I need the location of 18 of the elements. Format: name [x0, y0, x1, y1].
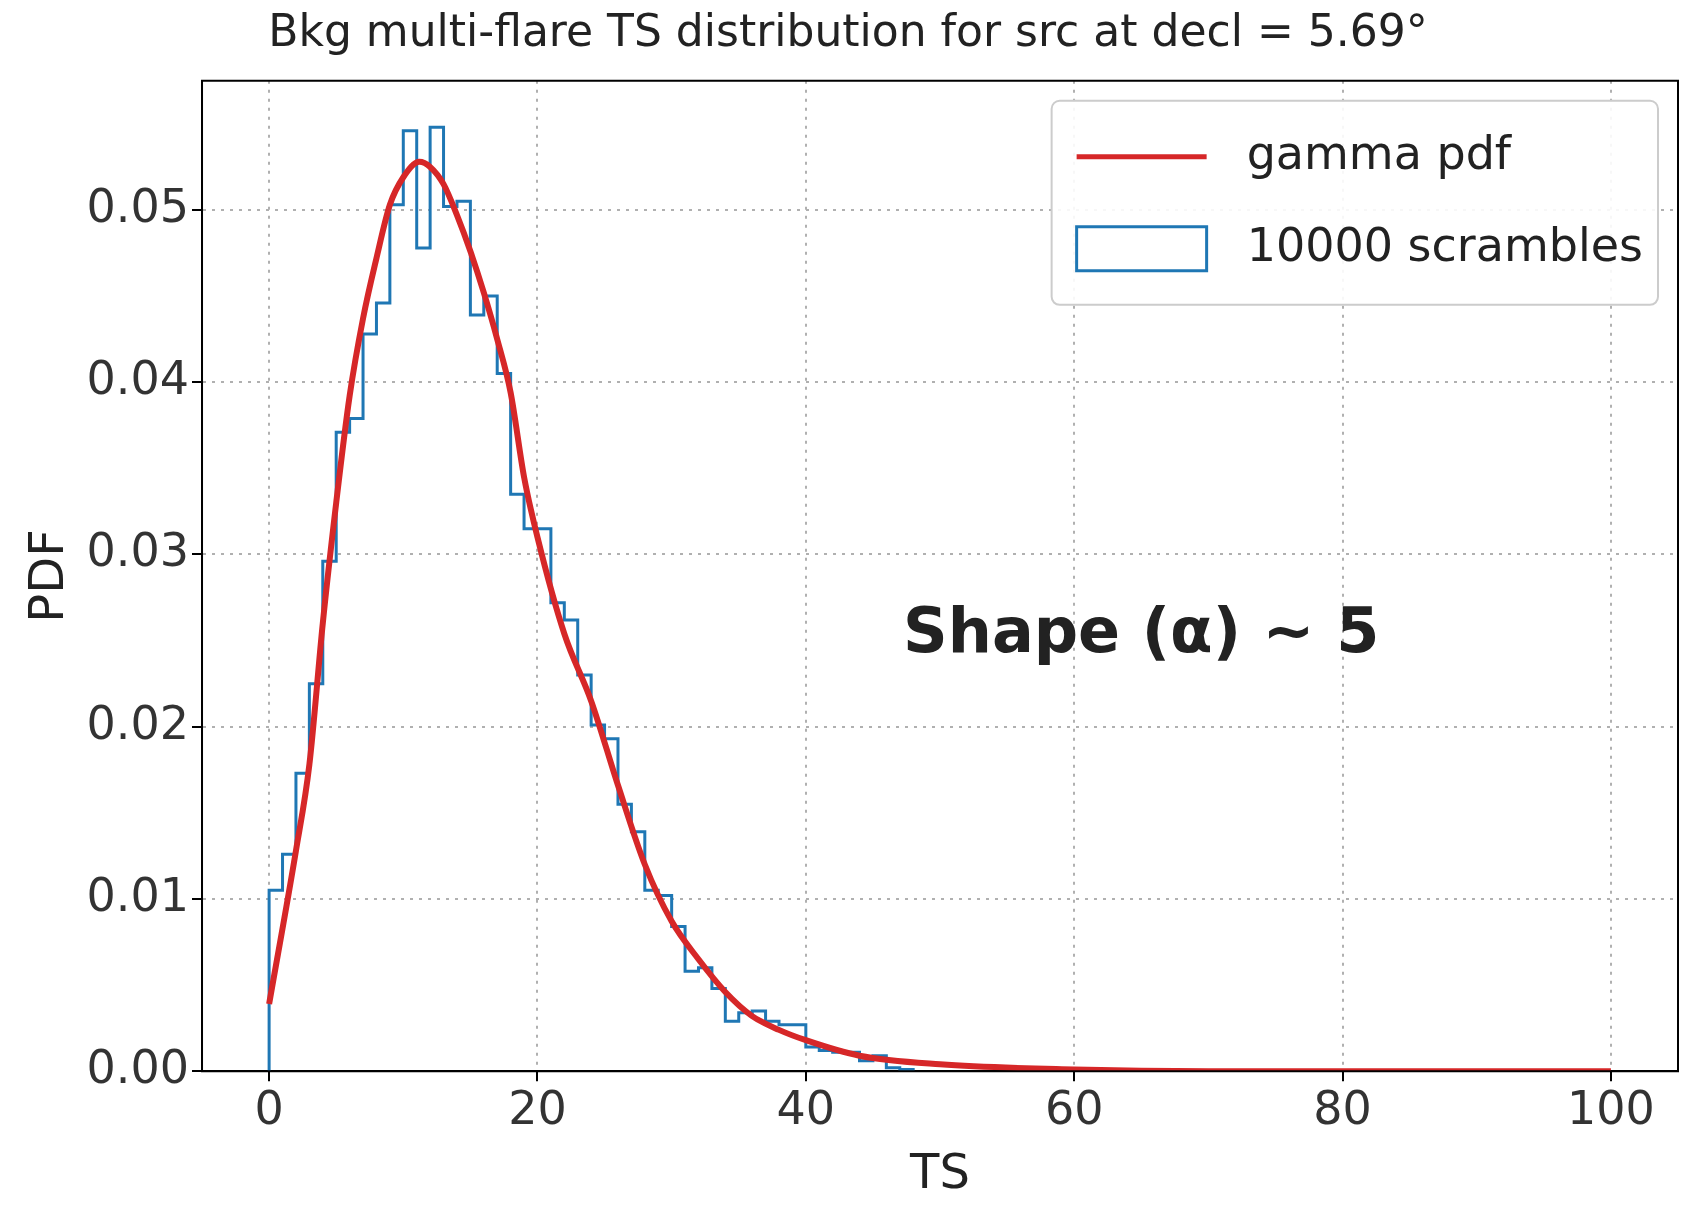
y-axis-title: PDF — [18, 529, 75, 623]
y-tick-label: 0.01 — [86, 867, 190, 922]
x-tick-label: 20 — [508, 1080, 567, 1135]
y-tick-label: 0.00 — [86, 1040, 190, 1095]
y-tick-label: 0.03 — [86, 523, 190, 578]
y-tick-label: 0.04 — [86, 351, 190, 406]
chart-title: Bkg multi-flare TS distribution for src at decl = 5.69° — [268, 4, 1428, 56]
x-tick-label: 40 — [776, 1080, 836, 1135]
x-axis-title: TS — [909, 1142, 970, 1199]
x-tick-label: 0 — [254, 1080, 284, 1135]
legend-label: gamma pdf — [1246, 125, 1513, 180]
annotation: Shape (α) ~ 5 — [903, 593, 1380, 667]
x-tick-label: 60 — [1044, 1080, 1104, 1135]
y-tick-label: 0.05 — [86, 178, 190, 233]
y-tick-label: 0.02 — [86, 695, 190, 750]
x-tick-label: 80 — [1313, 1080, 1372, 1135]
legend-label: 10000 scrambles — [1246, 217, 1644, 272]
x-tick-label: 100 — [1567, 1080, 1655, 1135]
